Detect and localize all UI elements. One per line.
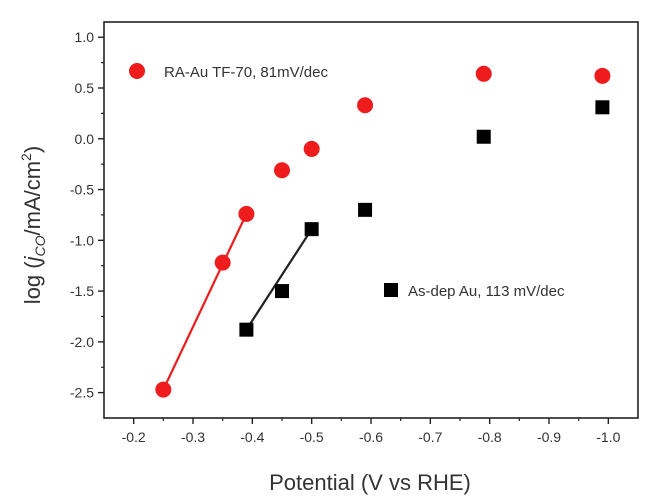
x-tick-label: -0.9 <box>537 429 561 445</box>
data-point-circle <box>274 162 290 179</box>
legend-red: RA-Au TF-70, 81mV/dec <box>129 63 328 81</box>
x-tick-label: -1.0 <box>596 429 620 445</box>
plot-frame <box>103 21 639 419</box>
y-tick-label: -2.0 <box>70 334 94 350</box>
y-title-prefix: log ( <box>20 261 45 304</box>
y-tick-label: -0.5 <box>70 182 94 198</box>
y-tick-label: 0.0 <box>75 131 95 147</box>
data-point-square <box>358 202 373 217</box>
y-tick-label: 1.0 <box>75 29 95 45</box>
y-tick-label: -1.0 <box>70 232 94 248</box>
x-tick-label: -0.6 <box>359 429 383 445</box>
x-tick-label: -0.2 <box>122 429 146 445</box>
fit-lines <box>162 213 313 391</box>
y-title-sub: CO <box>32 235 48 256</box>
legend-black-label: As-dep Au, 113 mV/dec <box>408 283 565 300</box>
data-point-square <box>304 222 319 237</box>
x-tick-label: -0.8 <box>478 429 502 445</box>
x-tick-label: -0.3 <box>181 429 205 445</box>
fit-line-series-2 <box>245 228 313 331</box>
y-title-sup: 2 <box>18 153 34 161</box>
x-tick-label: -0.4 <box>240 429 264 445</box>
legend-red-label: RA-Au TF-70, 81mV/dec <box>164 64 328 81</box>
data-point-circle <box>238 205 255 222</box>
y-tick-label: -1.5 <box>70 283 94 299</box>
data-point-square <box>595 100 610 115</box>
y-tick-label: -2.5 <box>70 385 94 401</box>
legend-black: As-dep Au, 113 mV/dec <box>384 283 565 300</box>
y-title-j: j <box>20 255 45 264</box>
data-point-square <box>239 322 254 337</box>
y-axis-title: log (jCO/mA/cm2) <box>18 146 48 304</box>
x-tick-label: -0.5 <box>300 429 324 445</box>
data-point-circle <box>303 140 320 157</box>
fit-line-series-1 <box>162 213 248 391</box>
data-points <box>155 65 611 398</box>
y-title-suffix: ) <box>20 146 45 153</box>
x-axis-title: Potential (V vs RHE) <box>269 470 471 495</box>
axis-ticks <box>98 36 610 424</box>
tick-labels: -0.2 -0.3 -0.4 -0.5 -0.6 -0.7 -0.8 -0.9 -1.0 1.0 0… <box>70 29 621 445</box>
data-point-square <box>275 284 289 299</box>
data-point-circle <box>155 381 172 398</box>
legend-black-marker <box>384 283 398 297</box>
data-point-circle <box>357 97 374 114</box>
x-tick-label: -0.7 <box>418 429 442 445</box>
data-point-circle <box>214 254 231 271</box>
y-tick-label: 0.5 <box>75 80 95 96</box>
legend-red-marker <box>129 63 145 79</box>
data-point-square <box>476 129 491 144</box>
y-title-unit: /mA/cm <box>20 161 45 236</box>
data-point-circle <box>594 67 611 84</box>
data-point-circle <box>475 65 492 82</box>
